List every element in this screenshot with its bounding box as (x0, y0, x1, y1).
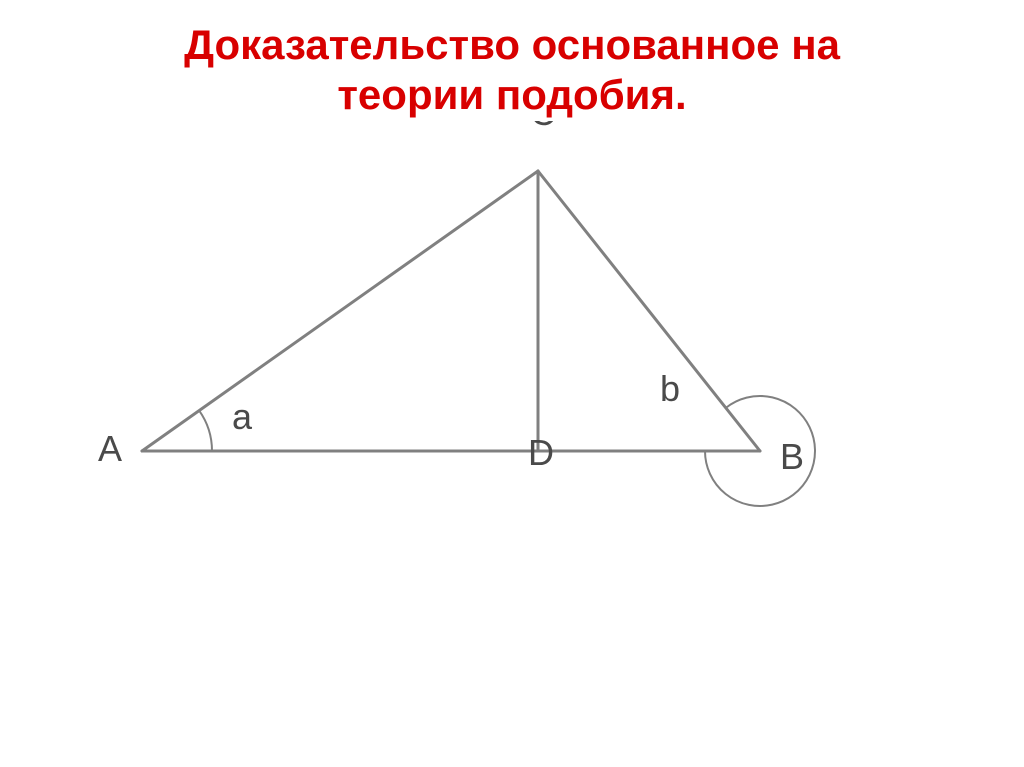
diagram-svg: a b A C B D (0, 121, 1024, 671)
triangle-diagram: a b A C B D (0, 121, 1024, 671)
svg-text:A: A (98, 428, 122, 469)
title-punct: . (675, 71, 687, 118)
svg-text:b: b (660, 368, 680, 409)
svg-text:D: D (528, 432, 554, 473)
svg-text:B: B (780, 436, 804, 477)
svg-text:a: a (232, 396, 253, 437)
title-line-2: теории подобия (337, 71, 675, 118)
title-line-1: Доказательство основанное на (184, 21, 840, 68)
svg-text:C: C (530, 121, 556, 133)
slide-title: Доказательство основанное на теории подо… (0, 0, 1024, 121)
